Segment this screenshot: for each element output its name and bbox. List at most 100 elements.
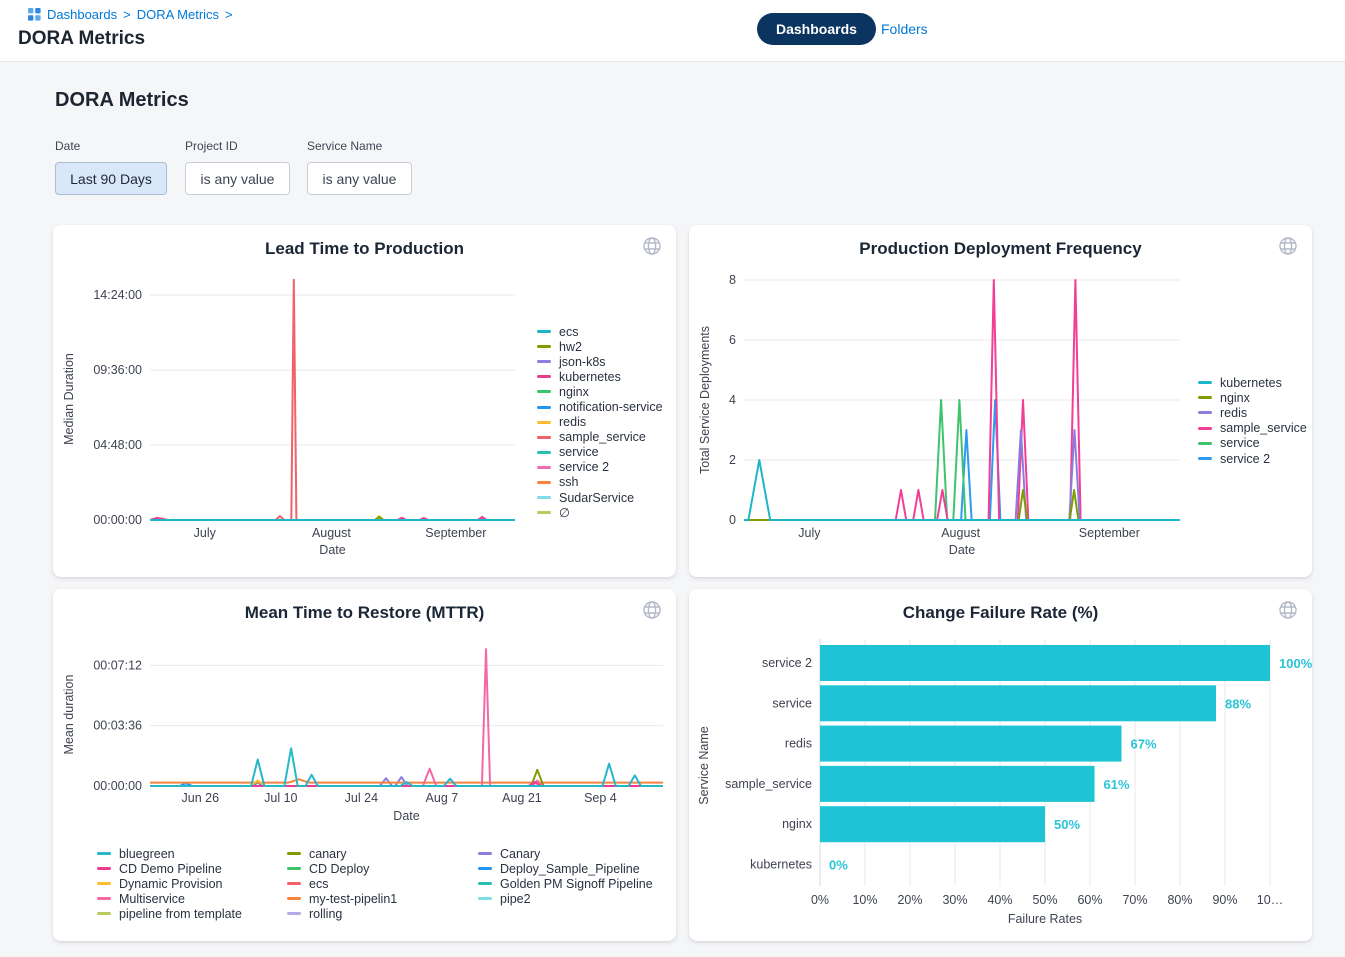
- legend-label: Dynamic Provision: [119, 877, 223, 891]
- svg-text:Median Duration: Median Duration: [62, 353, 76, 445]
- svg-text:July: July: [798, 526, 821, 540]
- svg-text:Mean duration: Mean duration: [62, 674, 76, 754]
- filter-date-button[interactable]: Last 90 Days: [55, 162, 167, 195]
- legend-item[interactable]: CD Demo Pipeline: [97, 861, 242, 876]
- legend-label: sample_service: [559, 430, 646, 444]
- svg-text:09:36:00: 09:36:00: [93, 363, 142, 377]
- legend-label: Deploy_Sample_Pipeline: [500, 862, 640, 876]
- legend-label: ecs: [559, 325, 578, 339]
- legend-label: ∅: [559, 505, 570, 520]
- breadcrumb-link-dora-metrics[interactable]: DORA Metrics: [137, 7, 219, 22]
- legend-item[interactable]: Multiservice: [97, 891, 242, 906]
- legend-swatch: [537, 406, 551, 409]
- legend-item[interactable]: sample_service: [1198, 421, 1307, 436]
- legend-item[interactable]: pipe2: [478, 891, 653, 906]
- dashboards-grid-icon: [28, 8, 41, 21]
- legend-label: redis: [1220, 406, 1247, 420]
- legend-item[interactable]: notification-service: [537, 399, 663, 414]
- legend-item[interactable]: ssh: [537, 475, 663, 490]
- legend-label: kubernetes: [559, 370, 621, 384]
- lead-time-legend: ecshw2json-k8skubernetesnginxnotificatio…: [537, 324, 663, 520]
- svg-text:Date: Date: [319, 543, 345, 557]
- legend-item[interactable]: redis: [537, 415, 663, 430]
- legend-swatch: [537, 481, 551, 484]
- legend-swatch: [1198, 381, 1212, 384]
- svg-text:10…: 10…: [1257, 893, 1283, 907]
- legend-swatch: [478, 852, 492, 855]
- legend-item[interactable]: Canary: [478, 846, 653, 861]
- legend-item[interactable]: redis: [1198, 405, 1307, 420]
- filter-label-service-name: Service Name: [307, 139, 382, 153]
- legend-item[interactable]: sample_service: [537, 430, 663, 445]
- svg-text:kubernetes: kubernetes: [750, 858, 812, 872]
- legend-item[interactable]: rolling: [287, 906, 397, 921]
- legend-item[interactable]: json-k8s: [537, 354, 663, 369]
- legend-item[interactable]: service: [537, 445, 663, 460]
- svg-text:4: 4: [729, 393, 736, 407]
- legend-swatch: [287, 867, 301, 870]
- legend-item[interactable]: service 2: [1198, 451, 1307, 466]
- legend-item[interactable]: ∅: [537, 505, 663, 520]
- legend-label: pipeline from template: [119, 907, 242, 921]
- legend-swatch: [537, 345, 551, 348]
- deployment-frequency-legend: kubernetesnginxredissample_serviceservic…: [1198, 375, 1307, 466]
- breadcrumb-link-dashboards[interactable]: Dashboards: [47, 7, 117, 22]
- legend-item[interactable]: kubernetes: [537, 369, 663, 384]
- card-mean-time-to-restore: Mean Time to Restore (MTTR) 00:07:1200:0…: [53, 589, 676, 941]
- legend-swatch: [287, 912, 301, 915]
- svg-text:0%: 0%: [829, 858, 848, 873]
- legend-item[interactable]: SudarService: [537, 490, 663, 505]
- legend-column: canaryCD Deployecsmy-test-pipelin1rollin…: [287, 846, 397, 921]
- legend-swatch: [537, 421, 551, 424]
- svg-text:nginx: nginx: [782, 817, 813, 831]
- legend-label: nginx: [559, 385, 589, 399]
- legend-item[interactable]: Dynamic Provision: [97, 876, 242, 891]
- tab-dashboards[interactable]: Dashboards: [757, 13, 876, 45]
- legend-swatch: [1198, 442, 1212, 445]
- legend-item[interactable]: canary: [287, 846, 397, 861]
- legend-label: redis: [559, 415, 586, 429]
- legend-item[interactable]: Golden PM Signoff Pipeline: [478, 876, 653, 891]
- filter-service-name-button[interactable]: is any value: [307, 162, 412, 195]
- legend-column: bluegreenCD Demo PipelineDynamic Provisi…: [97, 846, 242, 921]
- svg-text:04:48:00: 04:48:00: [93, 438, 142, 452]
- svg-text:67%: 67%: [1131, 737, 1157, 752]
- legend-item[interactable]: ecs: [287, 876, 397, 891]
- legend-swatch: [1198, 411, 1212, 414]
- svg-text:6: 6: [729, 333, 736, 347]
- svg-text:September: September: [1079, 526, 1140, 540]
- legend-item[interactable]: nginx: [537, 384, 663, 399]
- legend-item[interactable]: bluegreen: [97, 846, 242, 861]
- legend-item[interactable]: CD Deploy: [287, 861, 397, 876]
- legend-swatch: [537, 511, 551, 514]
- legend-item[interactable]: Deploy_Sample_Pipeline: [478, 861, 653, 876]
- legend-swatch: [97, 897, 111, 900]
- legend-swatch: [1198, 396, 1212, 399]
- svg-text:0: 0: [729, 513, 736, 527]
- card-change-failure-rate: Change Failure Rate (%) 0%10%20%30%40%50…: [689, 589, 1312, 941]
- tab-folders[interactable]: Folders: [881, 21, 928, 37]
- filter-project-id-button[interactable]: is any value: [185, 162, 290, 195]
- legend-item[interactable]: service 2: [537, 460, 663, 475]
- legend-item[interactable]: service: [1198, 436, 1307, 451]
- legend-item[interactable]: kubernetes: [1198, 375, 1307, 390]
- svg-text:Aug 7: Aug 7: [426, 791, 459, 805]
- legend-item[interactable]: pipeline from template: [97, 906, 242, 921]
- svg-text:Aug 21: Aug 21: [502, 791, 542, 805]
- svg-text:20%: 20%: [897, 893, 922, 907]
- breadcrumb-separator: >: [123, 7, 131, 22]
- legend-label: service: [1220, 436, 1260, 450]
- legend-swatch: [97, 852, 111, 855]
- legend-item[interactable]: my-test-pipelin1: [287, 891, 397, 906]
- svg-text:Failure Rates: Failure Rates: [1008, 912, 1082, 926]
- svg-text:Service Name: Service Name: [697, 726, 711, 805]
- svg-text:Date: Date: [393, 809, 419, 823]
- legend-item[interactable]: hw2: [537, 339, 663, 354]
- legend-item[interactable]: nginx: [1198, 390, 1307, 405]
- legend-item[interactable]: ecs: [537, 324, 663, 339]
- svg-text:50%: 50%: [1054, 817, 1080, 832]
- filter-label-date: Date: [55, 139, 80, 153]
- svg-text:service: service: [772, 696, 812, 710]
- legend-swatch: [1198, 427, 1212, 430]
- svg-text:14:24:00: 14:24:00: [93, 288, 142, 302]
